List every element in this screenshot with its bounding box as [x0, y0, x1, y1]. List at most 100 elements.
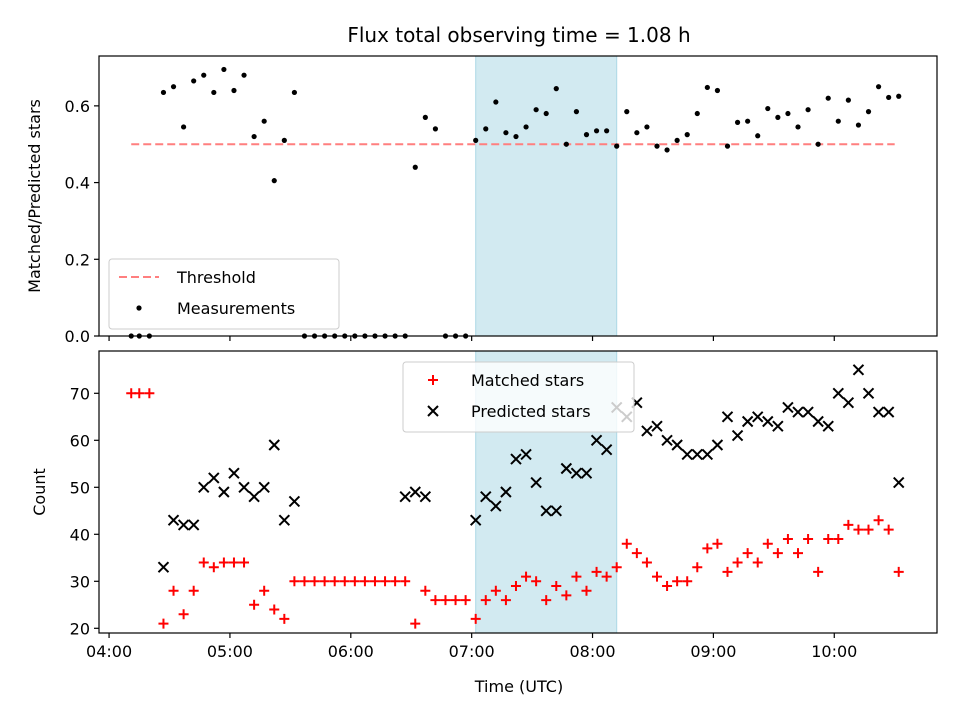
y-tick-label: 70: [70, 384, 90, 403]
data-point: [513, 133, 519, 140]
data-point: [742, 548, 753, 559]
data-point: [134, 388, 145, 399]
legend: Threshold Measurements: [108, 258, 340, 330]
y-tick-label: 30: [70, 572, 90, 591]
data-point: [329, 576, 340, 587]
y-tick-label: 20: [70, 619, 90, 638]
data-point: [702, 543, 713, 554]
data-point: [430, 595, 441, 606]
y-tick-label: 0.0: [65, 327, 90, 346]
data-point: [551, 581, 562, 591]
data-point: [701, 448, 714, 461]
legend-marker: [427, 405, 439, 417]
data-point: [734, 119, 741, 125]
data-point: [259, 585, 270, 596]
data-point: [812, 415, 824, 428]
data-point: [419, 490, 432, 503]
legend-marker: [428, 375, 438, 385]
x-tick-label: 05:00: [207, 642, 253, 661]
data-point: [299, 576, 310, 587]
data-point: [268, 439, 280, 451]
data-point: [228, 557, 239, 568]
x-tick-label: 07:00: [449, 642, 495, 661]
data-point: [893, 566, 904, 577]
y-tick-label: 60: [70, 431, 90, 450]
data-point: [258, 481, 270, 494]
data-point: [704, 84, 710, 91]
data-point: [531, 576, 542, 587]
x-axis-label: Time (UTC): [474, 677, 563, 696]
data-point: [248, 490, 260, 503]
data-point: [684, 132, 690, 138]
data-point: [510, 453, 522, 465]
data-point: [813, 566, 824, 577]
data-point: [218, 557, 229, 568]
data-point: [208, 472, 220, 484]
data-point: [694, 110, 700, 117]
data-point: [815, 141, 821, 147]
data-point: [530, 476, 542, 489]
data-point: [144, 388, 155, 399]
data-point: [278, 514, 291, 526]
data-point: [571, 571, 582, 582]
data-point: [865, 109, 872, 115]
data-point: [349, 576, 360, 587]
data-point: [883, 524, 894, 535]
series-measurements: [128, 66, 902, 339]
data-point: [795, 124, 801, 130]
data-point: [604, 128, 610, 134]
data-point: [714, 87, 721, 94]
legend-label: Predicted stars: [471, 402, 591, 421]
data-point: [432, 126, 439, 132]
data-point: [412, 164, 418, 170]
data-point: [722, 566, 733, 577]
y-axis-label: Count: [30, 468, 49, 516]
data-point: [269, 604, 280, 615]
data-point: [473, 137, 479, 143]
y-tick-label: 0.4: [65, 174, 90, 193]
data-point: [621, 538, 632, 549]
data-point: [762, 415, 774, 428]
data-point: [271, 178, 277, 184]
data-point: [752, 411, 764, 423]
data-point: [238, 481, 250, 494]
data-point: [560, 462, 573, 475]
data-point: [614, 143, 620, 149]
data-point: [845, 97, 851, 103]
data-point: [853, 524, 864, 535]
data-point: [167, 514, 180, 526]
data-point: [490, 585, 501, 596]
x-tick-label: 08:00: [569, 642, 615, 661]
data-point: [674, 137, 680, 143]
legend: Matched stars Predicted stars: [402, 361, 635, 433]
data-point: [755, 133, 761, 139]
data-point: [772, 548, 783, 559]
data-point: [732, 557, 743, 568]
highlight-span: [475, 55, 618, 337]
data-point: [842, 396, 855, 409]
data-point: [570, 467, 583, 479]
data-point: [651, 571, 662, 582]
x-tick-label: 06:00: [328, 642, 374, 661]
data-point: [249, 599, 260, 610]
data-point: [611, 562, 622, 573]
data-point: [281, 137, 287, 143]
data-point: [805, 107, 811, 113]
x-tick-label: 04:00: [86, 642, 132, 661]
data-point: [651, 420, 663, 432]
data-point: [211, 89, 217, 96]
data-point: [520, 448, 532, 461]
data-point: [191, 78, 197, 84]
data-point: [550, 505, 562, 517]
x-tick-label: 10:00: [811, 642, 857, 661]
data-point: [380, 576, 391, 587]
data-point: [862, 387, 875, 400]
data-point: [662, 581, 673, 591]
data-point: [835, 118, 841, 124]
data-point: [553, 86, 559, 92]
data-point: [503, 130, 509, 136]
data-point: [188, 585, 199, 596]
data-point: [319, 576, 330, 587]
data-point: [399, 490, 411, 503]
data-point: [782, 534, 793, 544]
